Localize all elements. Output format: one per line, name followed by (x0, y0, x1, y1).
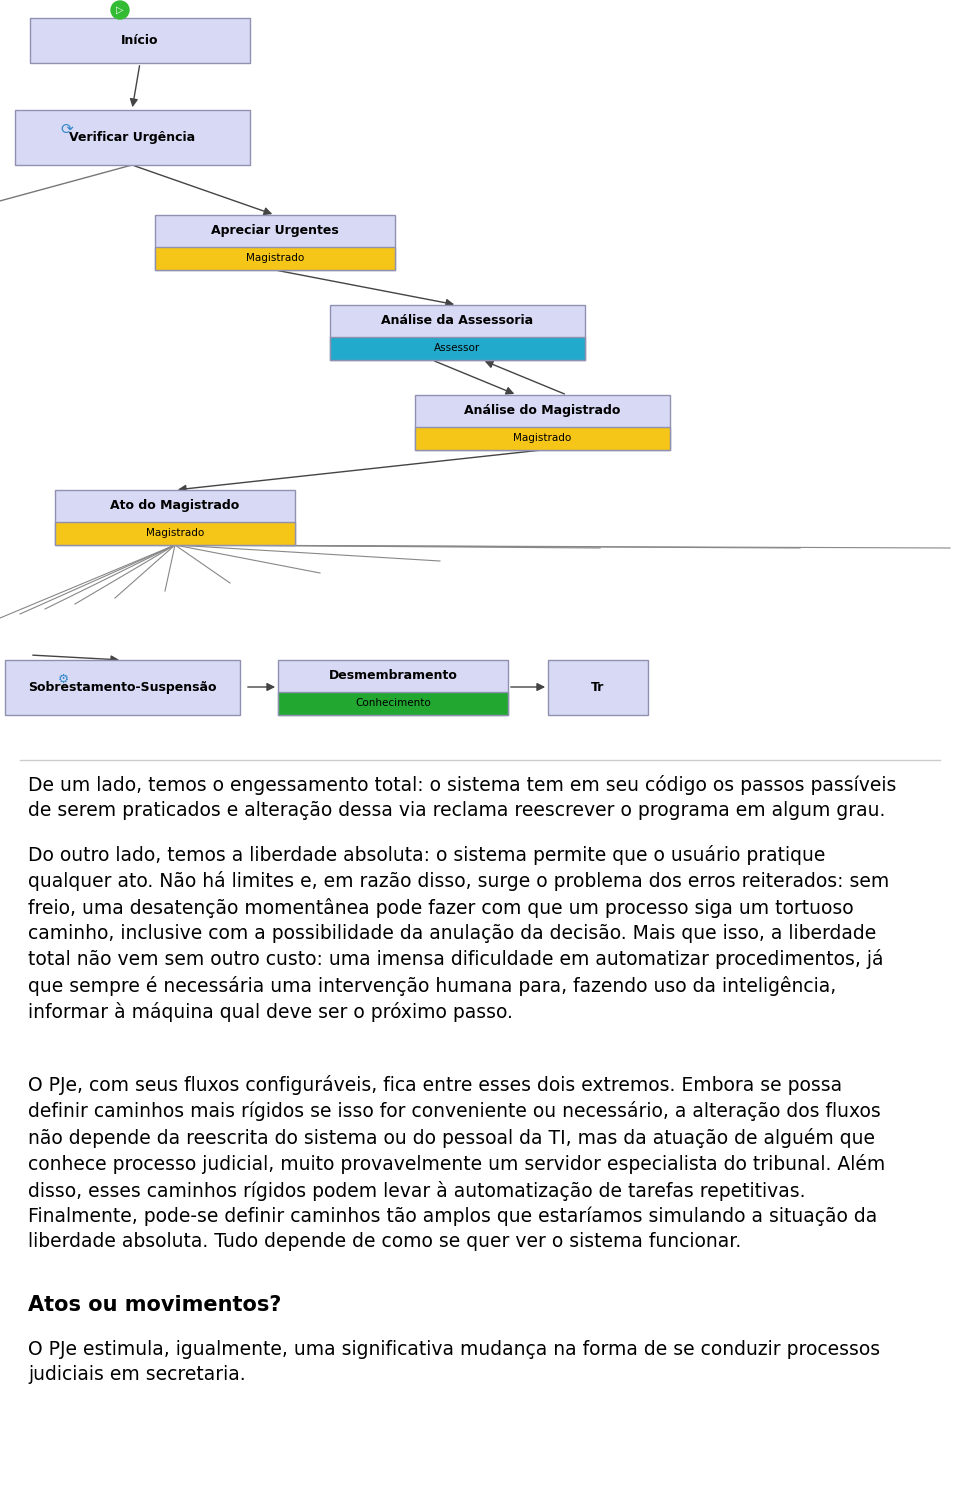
Bar (55, 490, 295, 545)
Text: Atos ou movimentos?: Atos ou movimentos? (28, 1294, 281, 1315)
Text: ▷: ▷ (116, 4, 124, 15)
Bar (415, 426, 670, 450)
Text: Magistrado: Magistrado (146, 529, 204, 538)
Text: Magistrado: Magistrado (246, 254, 304, 263)
Bar (15, 110, 250, 165)
Bar (415, 395, 670, 450)
Text: Tr: Tr (591, 681, 605, 694)
Bar (548, 660, 648, 715)
Text: Sobrestamento-Suspensão: Sobrestamento-Suspensão (28, 681, 217, 694)
Text: Verificar Urgência: Verificar Urgência (69, 131, 196, 144)
Bar (155, 215, 395, 270)
Text: O PJe, com seus fluxos configuráveis, fica entre esses dois extremos. Embora se : O PJe, com seus fluxos configuráveis, fi… (28, 1074, 885, 1251)
Text: De um lado, temos o engessamento total: o sistema tem em seu código os passos pa: De um lado, temos o engessamento total: … (28, 776, 897, 820)
Bar (330, 337, 585, 360)
Bar (5, 660, 240, 715)
Text: Apreciar Urgentes: Apreciar Urgentes (211, 224, 339, 238)
Bar (155, 247, 395, 270)
Text: O PJe estimula, igualmente, uma significativa mudança na forma de se conduzir pr: O PJe estimula, igualmente, uma signific… (28, 1340, 880, 1383)
Text: Desmembramento: Desmembramento (328, 670, 457, 682)
Bar (30, 18, 250, 62)
Bar (278, 660, 508, 715)
Bar (330, 305, 585, 360)
Text: Do outro lado, temos a liberdade absoluta: o sistema permite que o usuário prati: Do outro lado, temos a liberdade absolut… (28, 846, 889, 1022)
Bar (278, 692, 508, 715)
Text: Conhecimento: Conhecimento (355, 698, 431, 709)
Text: Análise da Assessoria: Análise da Assessoria (381, 315, 534, 327)
Text: Análise do Magistrado: Análise do Magistrado (465, 404, 621, 418)
Text: Magistrado: Magistrado (514, 434, 571, 443)
Bar (55, 522, 295, 545)
Text: Assessor: Assessor (434, 343, 481, 354)
Text: Ato do Magistrado: Ato do Magistrado (110, 499, 240, 513)
Text: ⚙: ⚙ (59, 673, 69, 685)
Text: ⟳: ⟳ (60, 122, 73, 137)
Circle shape (111, 1, 129, 19)
Text: Início: Início (121, 34, 158, 48)
